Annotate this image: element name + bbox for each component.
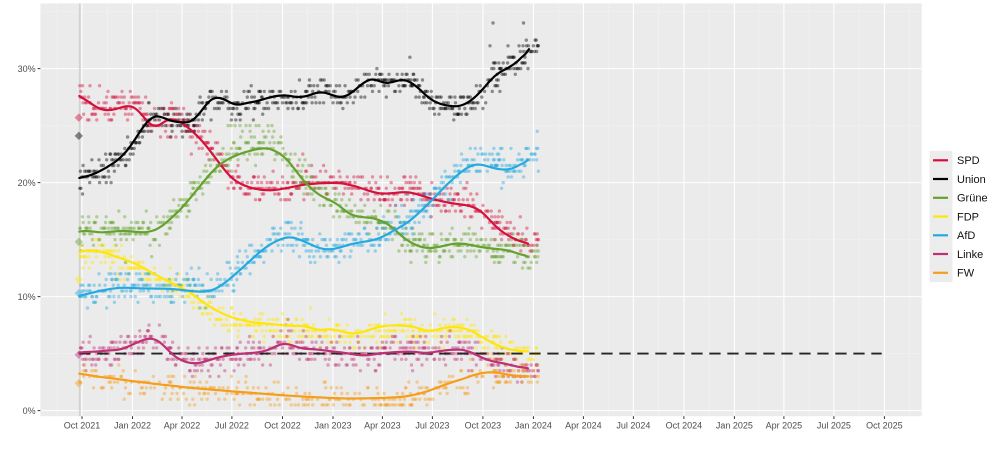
svg-text:AfD: AfD	[957, 230, 975, 242]
svg-text:30%: 30%	[18, 64, 36, 74]
svg-text:Jan 2025: Jan 2025	[716, 421, 753, 431]
svg-text:Union: Union	[957, 174, 986, 186]
svg-text:Jan 2023: Jan 2023	[314, 421, 351, 431]
svg-text:Jul 2022: Jul 2022	[215, 421, 249, 431]
svg-text:20%: 20%	[18, 178, 36, 188]
svg-text:Oct 2021: Oct 2021	[64, 421, 101, 431]
svg-text:Jul 2024: Jul 2024	[616, 421, 650, 431]
svg-text:Apr 2024: Apr 2024	[565, 421, 602, 431]
svg-text:10%: 10%	[18, 292, 36, 302]
svg-text:Oct 2023: Oct 2023	[465, 421, 502, 431]
svg-text:Jan 2024: Jan 2024	[515, 421, 552, 431]
svg-text:Apr 2023: Apr 2023	[364, 421, 401, 431]
svg-text:Linke: Linke	[957, 249, 983, 261]
svg-text:Oct 2024: Oct 2024	[666, 421, 703, 431]
svg-text:Jul 2025: Jul 2025	[817, 421, 851, 431]
svg-text:Apr 2022: Apr 2022	[164, 421, 201, 431]
svg-text:FDP: FDP	[957, 211, 979, 223]
svg-text:Grüne: Grüne	[957, 193, 988, 205]
svg-text:Apr 2025: Apr 2025	[766, 421, 803, 431]
svg-text:FW: FW	[957, 268, 975, 280]
svg-text:Jan 2022: Jan 2022	[114, 421, 151, 431]
svg-text:Oct 2025: Oct 2025	[866, 421, 903, 431]
svg-text:Oct 2022: Oct 2022	[264, 421, 301, 431]
svg-text:SPD: SPD	[957, 155, 980, 167]
svg-text:0%: 0%	[23, 406, 36, 416]
svg-text:Jul 2023: Jul 2023	[415, 421, 449, 431]
